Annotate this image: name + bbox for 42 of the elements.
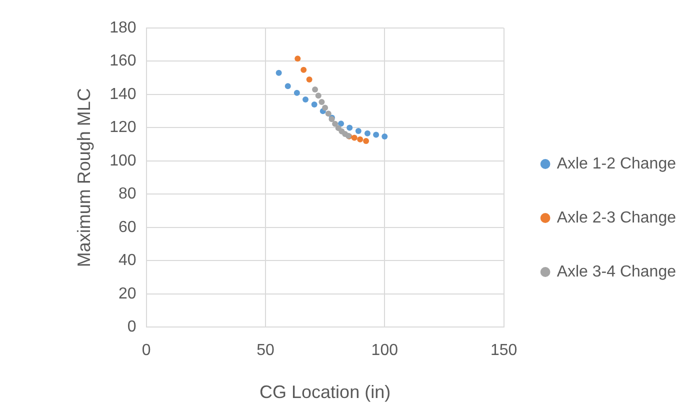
y-tick-label: 40: [118, 252, 136, 270]
point: [315, 92, 322, 99]
y-tick-label: 180: [110, 19, 136, 36]
point: [300, 66, 307, 73]
legend-label: Axle 1-2 Change: [556, 155, 676, 172]
point: [325, 110, 332, 117]
point: [311, 101, 318, 108]
point: [363, 138, 370, 144]
point: [373, 132, 380, 138]
x-tick-label: 150: [490, 342, 518, 360]
point: [332, 120, 338, 127]
point: [355, 128, 362, 134]
x-axis-title: CG Location (in): [260, 382, 391, 402]
point: [364, 130, 370, 136]
legend-label: Axle 3-4 Change: [556, 263, 676, 280]
point: [312, 86, 318, 92]
y-tick-label: 80: [118, 186, 136, 203]
point: [302, 96, 309, 102]
point: [294, 56, 301, 62]
point: [338, 120, 344, 127]
point: [306, 76, 312, 83]
x-tick-label: 100: [371, 342, 398, 360]
legend-label: Axle 2-3 Change: [556, 209, 676, 226]
y-tick-label: 160: [110, 52, 136, 70]
point: [318, 98, 325, 105]
point: [382, 134, 388, 140]
y-tick-label: 20: [118, 285, 136, 302]
point: [294, 90, 300, 96]
point: [276, 70, 282, 76]
y-tick-label: 0: [127, 318, 136, 336]
point: [322, 104, 328, 111]
y-tick-label: 120: [110, 119, 136, 136]
point: [351, 134, 358, 141]
y-tick-label: 60: [118, 218, 136, 236]
y-tick-label: 100: [110, 152, 136, 170]
point: [346, 124, 353, 131]
y-tick-label: 140: [110, 86, 136, 103]
point: [284, 83, 291, 90]
x-tick-label: 0: [142, 342, 151, 360]
point: [357, 136, 364, 142]
y-axis-title: Maximum Rough MLC: [74, 88, 94, 268]
x-tick-label: 50: [256, 342, 274, 360]
